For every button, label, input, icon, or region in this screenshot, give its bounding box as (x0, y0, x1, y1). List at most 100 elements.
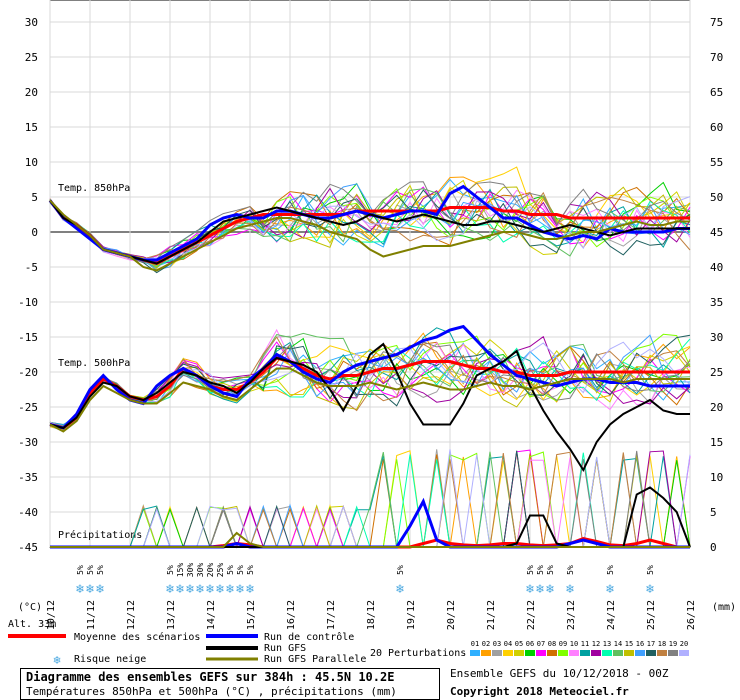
series-3-precip-line (50, 531, 690, 548)
right-tick-label: 40 (710, 261, 723, 274)
right-tick-label: 0 (710, 541, 717, 554)
perturbation-swatch (492, 650, 502, 656)
altitude-label: Alt. 33m (8, 619, 56, 630)
title-box (20, 668, 440, 700)
right-tick-label: 10 (710, 471, 723, 484)
series-3-t850-line (49, 199, 690, 272)
snowflake-icon: ❄ (235, 582, 244, 597)
date-label: 17/12 (326, 600, 337, 630)
perturbation-t850-line (49, 196, 691, 260)
legend-control-label: Run de contrôle (264, 631, 354, 643)
snow-risk-percent: 30% (196, 563, 205, 578)
perturbation-t500-line (49, 341, 691, 428)
perturbation-t850-line (49, 200, 691, 267)
snowflake-icon: ❄ (185, 582, 194, 597)
date-label: 10/12 (46, 600, 57, 630)
snow-risk-percent: 5% (96, 565, 105, 575)
perturbation-id: 18 (658, 640, 666, 648)
chart-title: Diagramme des ensembles GEFS sur 384h : … (26, 670, 395, 684)
perturbation-t850-line (49, 191, 691, 260)
perturbation-id: 11 (581, 640, 589, 648)
right-tick-label: 70 (710, 51, 723, 64)
snow-risk-percent: 5% (226, 565, 235, 575)
perturbation-id: 08 (548, 640, 556, 648)
perturbation-swatch (569, 650, 579, 656)
perturbation-swatch (657, 650, 667, 656)
snowflake-icon: ❄ (215, 582, 224, 597)
perturbation-t500-line (49, 334, 691, 429)
perturbation-swatch (591, 650, 601, 656)
perturbation-id: 16 (636, 640, 644, 648)
snow-risk-percent: 5% (526, 565, 535, 575)
perturbation-id: 07 (537, 640, 545, 648)
right-tick-label: 55 (710, 156, 723, 169)
t850-label: Temp. 850hPa (58, 183, 130, 194)
perturbation-t850-line (49, 186, 691, 260)
left-tick-label: -15 (18, 331, 38, 344)
run-info: Ensemble GEFS du 10/12/2018 - 00Z (450, 667, 669, 680)
perturbation-swatch (536, 650, 546, 656)
snow-risk-percent: 5% (566, 565, 575, 575)
right-tick-label: 35 (710, 296, 723, 309)
right-tick-label: 5 (710, 506, 717, 519)
date-label: 26/12 (686, 600, 697, 630)
snow-risk-percent: 25% (216, 563, 225, 578)
snow-risk-percent: 5% (166, 565, 175, 575)
snowflake-icon: ❄ (605, 582, 614, 597)
left-tick-label: -5 (25, 261, 38, 274)
perturbation-swatch (547, 650, 557, 656)
perturbation-swatch (624, 650, 634, 656)
snowflake-icon: ❄ (205, 582, 214, 597)
perturbation-id: 14 (614, 640, 622, 648)
perturbation-id: 09 (559, 640, 567, 648)
perturbation-swatch (580, 650, 590, 656)
series-3-t500-line (49, 367, 690, 433)
left-tick-label: 5 (31, 191, 38, 204)
left-tick-label: 30 (25, 16, 38, 29)
perturbation-t500-line (49, 341, 691, 430)
chart-subtitle: Températures 850hPa et 500hPa (°C) , pré… (26, 685, 397, 698)
perturbation-swatch (558, 650, 568, 656)
snowflake-icon: ❄ (75, 582, 84, 597)
snowflake-icon: ❄ (395, 582, 404, 597)
snow-risk-percent: 5% (236, 565, 245, 575)
right-unit-label: (mm) (712, 602, 736, 613)
legend-snowflake-icon: ❄ (53, 653, 60, 667)
right-tick-label: 60 (710, 121, 723, 134)
legend-snow-label: Risque neige (74, 654, 146, 665)
left-unit-label: (°C) (18, 602, 42, 613)
snowflake-icon: ❄ (95, 582, 104, 597)
perturbation-id: 03 (493, 640, 501, 648)
perturbation-swatch (503, 650, 513, 656)
snowflake-icon: ❄ (245, 582, 254, 597)
perturbation-id: 19 (669, 640, 677, 648)
perturbation-id: 20 (680, 640, 688, 648)
date-label: 19/12 (406, 600, 417, 630)
right-tick-label: 30 (710, 331, 723, 344)
copyright: Copyright 2018 Meteociel.fr (450, 685, 629, 698)
snowflake-icon: ❄ (195, 582, 204, 597)
perturbation-id: 05 (515, 640, 523, 648)
date-label: 22/12 (526, 600, 537, 630)
perturbation-id: 12 (592, 640, 600, 648)
date-label: 11/12 (86, 600, 97, 630)
right-tick-label: 75 (710, 16, 723, 29)
perturbation-id: 15 (625, 640, 633, 648)
perturbation-swatch (525, 650, 535, 656)
date-label: 24/12 (606, 600, 617, 630)
legend-mean-label: Moyenne des scénarios (74, 631, 200, 643)
left-tick-label: -20 (18, 366, 38, 379)
left-tick-label: -35 (18, 471, 38, 484)
perturbation-swatch (668, 650, 678, 656)
snow-risk-percent: 5% (396, 565, 405, 575)
left-tick-label: -25 (18, 401, 38, 414)
snowflake-icon: ❄ (85, 582, 94, 597)
perturbation-id: 02 (482, 640, 490, 648)
snow-risk-percent: 5% (646, 565, 655, 575)
left-tick-label: -10 (18, 296, 38, 309)
snowflake-icon: ❄ (225, 582, 234, 597)
snow-risk-percent: 5% (606, 565, 615, 575)
right-tick-label: 50 (710, 191, 723, 204)
snowflake-icon: ❄ (565, 582, 574, 597)
perturbation-swatch (470, 650, 480, 656)
